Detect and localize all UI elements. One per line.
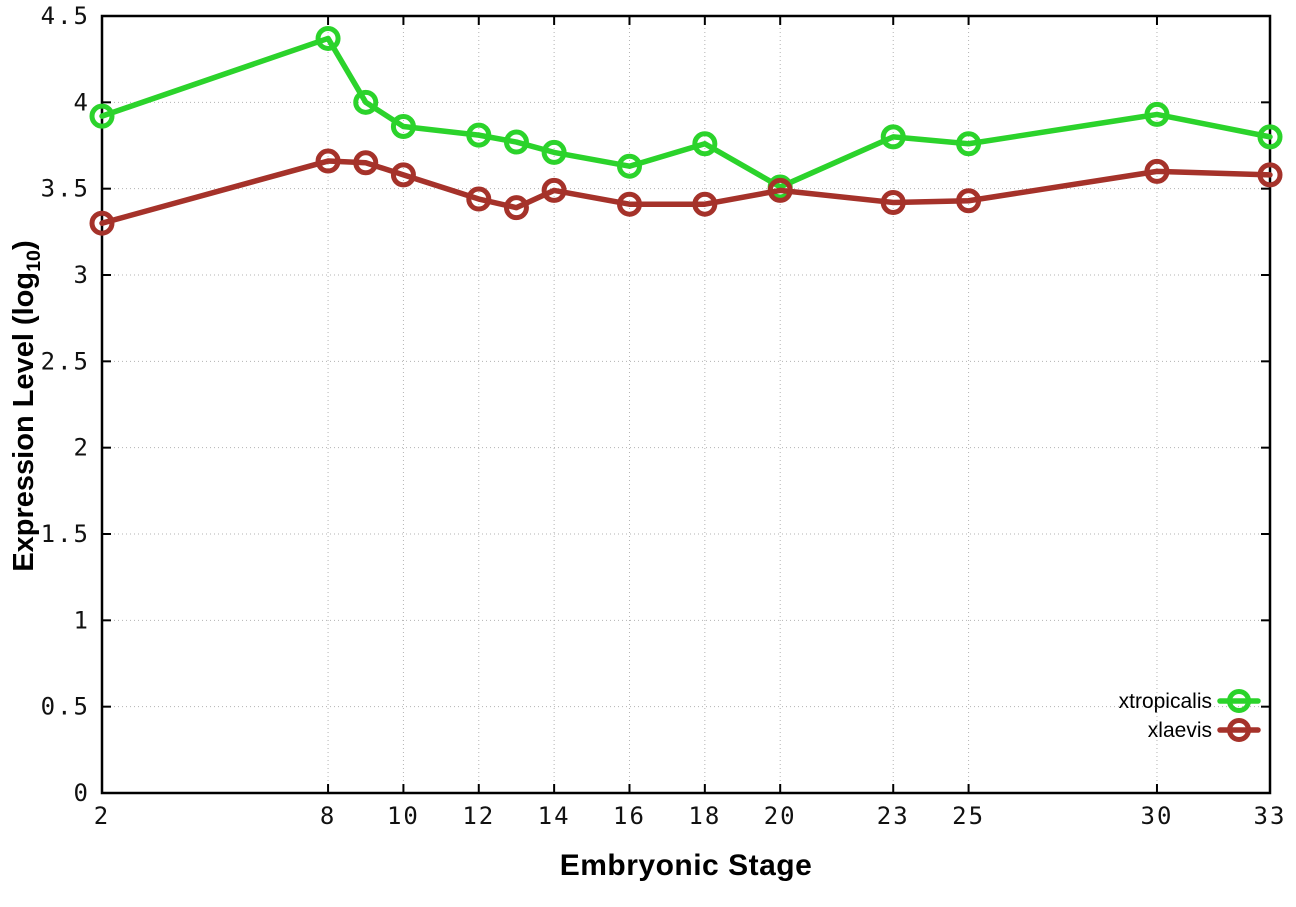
x-axis-title: Embryonic Stage [559, 849, 813, 882]
data-point-xtropicalis [1144, 101, 1170, 127]
y-tick-label: 1.5 [41, 520, 90, 548]
data-point-xlaevis [503, 195, 529, 221]
data-point-xlaevis [956, 188, 982, 214]
data-point-xtropicalis [692, 131, 718, 157]
y-tick-label: 2.5 [41, 347, 90, 375]
y-axis-title: Expression Level (log10) [8, 240, 46, 571]
data-point-xlaevis [353, 150, 379, 176]
data-point-xlaevis [1144, 158, 1170, 184]
data-point-xlaevis [692, 191, 718, 217]
data-point-xtropicalis [616, 153, 642, 179]
x-tick-label: 18 [688, 802, 721, 830]
data-point-xtropicalis [880, 124, 906, 150]
data-point-xlaevis [89, 210, 115, 236]
data-point-xlaevis [390, 162, 416, 188]
legend-label-xtropicalis: xtropicalis [1119, 690, 1212, 713]
data-point-xtropicalis [1257, 124, 1283, 150]
data-point-xlaevis [1257, 162, 1283, 188]
y-tick-label: 3.5 [41, 175, 90, 203]
x-tick-label: 25 [952, 802, 985, 830]
legend-label-xlaevis: xlaevis [1148, 719, 1212, 742]
data-point-xlaevis [880, 189, 906, 215]
y-tick-label: 1 [74, 606, 90, 634]
x-tick-label: 23 [877, 802, 910, 830]
data-point-xlaevis [466, 186, 492, 212]
y-tick-label: 0.5 [41, 693, 90, 721]
x-tick-label: 12 [462, 802, 495, 830]
data-point-xlaevis [541, 177, 567, 203]
y-tick-label: 0 [74, 779, 90, 807]
legend-marker-xtropicalis [1227, 689, 1251, 713]
y-tick-label: 4 [74, 88, 90, 116]
x-tick-label: 33 [1254, 802, 1287, 830]
x-tick-label: 8 [320, 802, 336, 830]
y-axis-title-close: ) [8, 240, 41, 250]
x-tick-label: 16 [613, 802, 646, 830]
x-tick-label: 20 [764, 802, 797, 830]
y-tick-label: 2 [74, 434, 90, 462]
y-axis-title-text: Expression Level (log [8, 271, 41, 572]
data-point-xtropicalis [390, 114, 416, 140]
data-point-xtropicalis [89, 103, 115, 129]
data-point-xlaevis [315, 148, 341, 174]
x-tick-label: 30 [1141, 802, 1174, 830]
plot-border [100, 14, 1272, 795]
data-point-xlaevis [767, 177, 793, 203]
data-point-xtropicalis [541, 139, 567, 165]
data-point-xtropicalis [315, 25, 341, 51]
data-point-xtropicalis [503, 129, 529, 155]
data-point-xtropicalis [466, 122, 492, 148]
y-tick-label: 3 [74, 261, 90, 289]
x-tick-label: 14 [538, 802, 571, 830]
x-tick-label: 2 [94, 802, 110, 830]
data-point-xtropicalis [353, 89, 379, 115]
series-line-xtropicalis [99, 35, 1273, 190]
series-line-xlaevis [99, 158, 1273, 226]
y-axis-title-subscript: 10 [22, 249, 45, 272]
x-tick-label: 10 [387, 802, 420, 830]
legend-marker-xlaevis [1227, 718, 1251, 742]
data-point-xtropicalis [956, 131, 982, 157]
y-tick-label: 4.5 [41, 2, 90, 30]
data-point-xlaevis [616, 191, 642, 217]
